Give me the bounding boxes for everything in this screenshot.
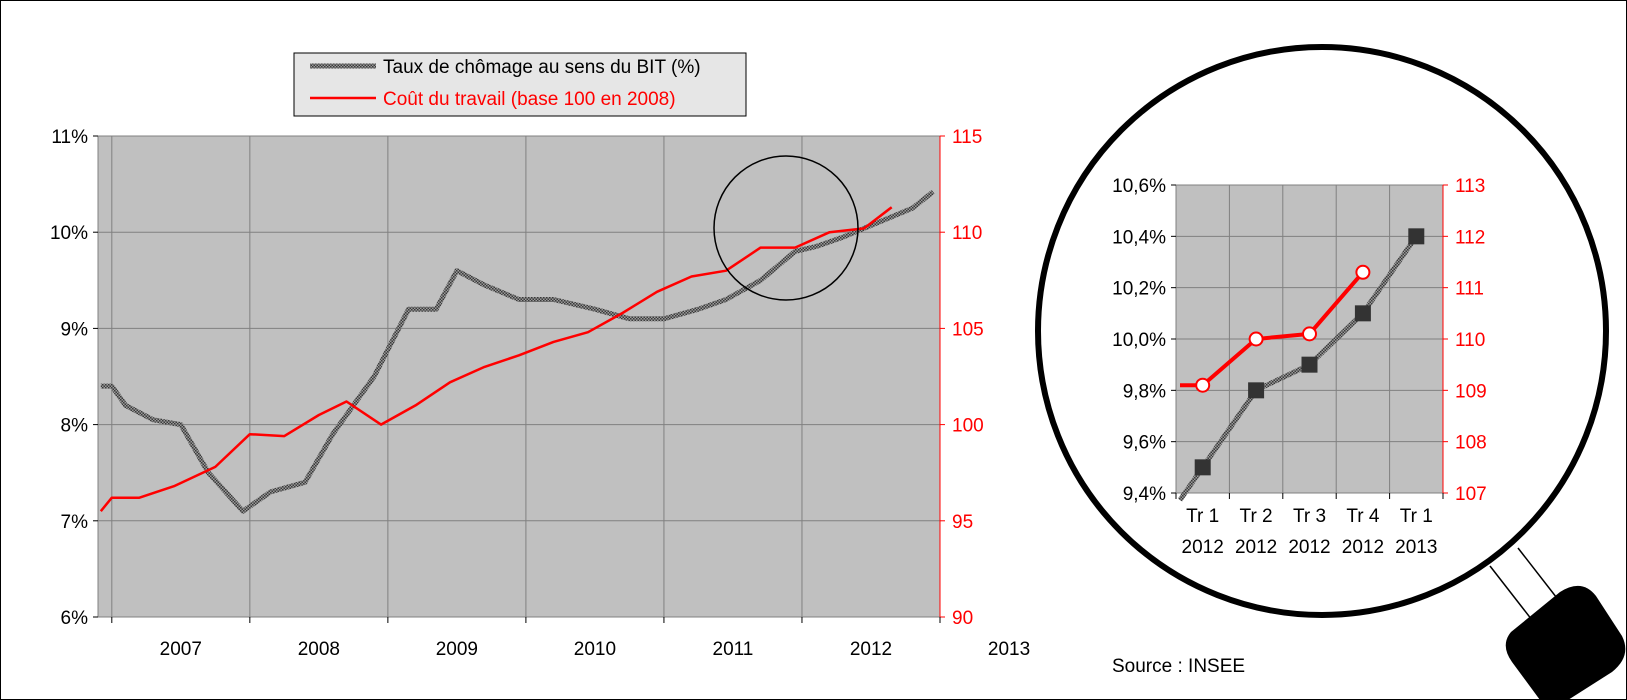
zoom-labor-cost-marker <box>1355 264 1371 280</box>
zoom-region-circle <box>713 155 859 301</box>
zoom-unemployment-marker <box>1248 382 1265 399</box>
zoom-unemployment-marker <box>1408 228 1425 245</box>
zoom-x-tick-label: Tr 4 <box>1346 506 1380 527</box>
zoom-unemployment-marker <box>1301 356 1318 373</box>
main-x-tick-label: 2013 <box>988 639 1030 660</box>
zoom-x-tick-label: 2012 <box>1342 537 1384 558</box>
zoom-series <box>1177 228 1425 502</box>
zoom-y-right-tick-label: 107 <box>1455 484 1487 505</box>
legend-label-labor-cost: Coût du travail (base 100 en 2008) <box>383 89 676 110</box>
zoom-labor-cost-marker <box>1302 326 1317 342</box>
main-y-right-tick-label: 105 <box>952 319 984 340</box>
main-y-left-tick-label: 7% <box>61 512 89 533</box>
zoom-chart: 9,4%9,6%9,8%10,0%10,2%10,4%10,6% 1071081… <box>1112 176 1487 558</box>
main-y-right-tick-label: 90 <box>952 608 973 629</box>
main-chart: 6% 7% 8% 9% 10% 11% 90 95 100 105 110 115 2007 2008… <box>50 127 1030 660</box>
source-label: Source : INSEE <box>1112 656 1245 677</box>
legend: Taux de chômage au sens du BIT (%) Coût … <box>293 52 747 117</box>
zoom-x-tick-label: 2012 <box>1182 537 1224 558</box>
zoom-y-right-tick-label: 112 <box>1455 227 1485 248</box>
main-plot-area <box>97 135 941 618</box>
main-y-right-tick-label: 115 <box>952 127 982 148</box>
zoom-y-left-ticks: 9,4% 9,6% 9,8% 10,0% 10,2% 10,4% 10,6% <box>1112 176 1176 505</box>
zoom-unemployment-marker <box>1354 305 1371 322</box>
zoom-y-right-tick-label: 113 <box>1455 176 1485 197</box>
legend-label-unemployment: Taux de chômage au sens du BIT (%) <box>383 57 701 78</box>
main-y-left-tick-label: 11% <box>51 127 88 148</box>
zoom-x-tick-label: Tr 3 <box>1293 506 1326 527</box>
zoom-y-left-tick-label: 10,0% <box>1112 330 1166 351</box>
zoom-y-right-tick-label: 111 <box>1455 279 1484 300</box>
zoom-x-tick-label: Tr 2 <box>1240 506 1273 527</box>
zoom-x-tick-label: Tr 1 <box>1186 506 1219 527</box>
main-series-labor-cost-line <box>99 206 893 512</box>
zoom-labor-cost-marker <box>1248 331 1264 347</box>
main-y-left-ticks: 6% 7% 8% 9% 10% 11% <box>50 127 98 629</box>
main-series <box>99 189 935 514</box>
zoom-y-right-ticks: 107 108 109 110 111 112 113 <box>1442 176 1487 505</box>
magnifier-handle-shaft <box>1489 565 1533 621</box>
main-x-tick-label: 2011 <box>713 639 754 660</box>
zoom-y-right-tick-label: 109 <box>1455 381 1487 402</box>
zoom-x-tick-label: 2013 <box>1395 537 1437 558</box>
zoom-y-left-tick-label: 10,4% <box>1112 227 1166 248</box>
main-x-ticks: 2007 2008 2009 2010 2011 2012 2013 <box>111 617 1030 660</box>
main-y-right-tick-label: 110 <box>952 223 982 244</box>
zoom-unemployment-marker <box>1194 459 1211 476</box>
zoom-x-tick-label: Tr 1 <box>1400 506 1433 527</box>
main-series-unemployment-line <box>100 189 935 514</box>
main-x-tick-label: 2007 <box>160 639 202 660</box>
main-y-left-tick-label: 10% <box>50 223 88 244</box>
main-x-tick-label: 2008 <box>298 639 340 660</box>
magnifier-handle-grip <box>1505 585 1626 700</box>
main-y-left-tick-label: 9% <box>61 319 89 340</box>
main-y-right-tick-label: 100 <box>952 416 984 437</box>
zoom-y-left-tick-label: 9,8% <box>1123 381 1166 402</box>
zoom-y-right-tick-label: 108 <box>1455 433 1487 454</box>
main-y-left-tick-label: 6% <box>61 608 89 629</box>
zoom-y-left-tick-label: 10,2% <box>1112 279 1166 300</box>
magnifier-handle-shaft-2 <box>1517 547 1561 603</box>
main-y-right-tick-label: 95 <box>952 512 973 533</box>
main-x-tick-label: 2009 <box>436 639 478 660</box>
zoom-y-left-tick-label: 9,6% <box>1123 433 1166 454</box>
zoom-y-left-tick-label: 10,6% <box>1112 176 1166 197</box>
main-x-tick-label: 2010 <box>574 639 616 660</box>
zoom-y-left-tick-label: 9,4% <box>1123 484 1166 505</box>
zoom-labor-cost-marker <box>1195 377 1211 393</box>
zoom-x-ticks: Tr 1 2012 Tr 2 2012 Tr 3 2012 Tr 4 2012 Tr 1 2013 <box>1175 493 1444 558</box>
main-x-tick-label: 2012 <box>850 639 892 660</box>
main-y-left-tick-label: 8% <box>61 416 89 437</box>
zoom-x-tick-label: 2012 <box>1235 537 1277 558</box>
zoom-x-tick-label: 2012 <box>1288 537 1330 558</box>
zoom-y-right-tick-label: 110 <box>1455 330 1485 351</box>
main-y-right-ticks: 90 95 100 105 110 115 <box>939 127 984 629</box>
main-grid <box>98 136 940 617</box>
